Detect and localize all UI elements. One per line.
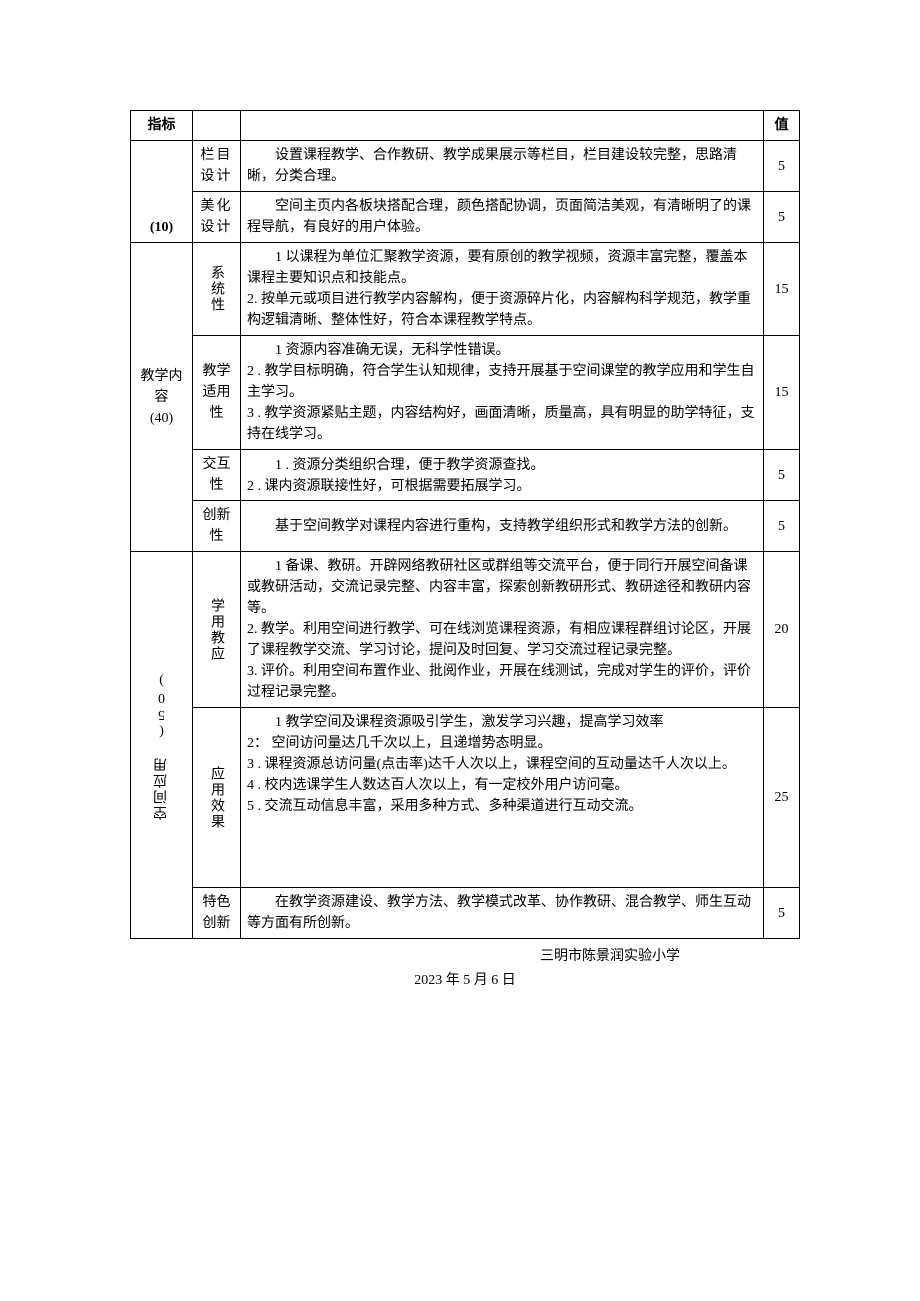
table-row: 特色创新 在教学资源建设、教学方法、教学模式改革、协作教研、混合教学、师生互动等…: [131, 888, 800, 939]
sub-text: 系统性: [206, 265, 227, 313]
header-indicator: 指标: [131, 111, 193, 141]
sub-cell: 交互性: [193, 450, 241, 501]
score-cell: 5: [764, 888, 800, 939]
header-score: 值: [764, 111, 800, 141]
page-container: 指标 值 (10) 栏目设计 设置课程教学、合作教研、教学成果展示等栏目，栏目建…: [0, 0, 920, 1049]
indicator-text: 教学内容 (40): [137, 366, 186, 429]
score-cell: 5: [764, 501, 800, 552]
score-cell: 15: [764, 336, 800, 450]
desc-text: 设置课程教学、合作教研、教学成果展示等栏目，栏目建设较完整，思路清晰，分类合理。: [247, 145, 757, 187]
sub-text: 学用教应: [206, 598, 227, 662]
sub-cell: 应用效果: [193, 708, 241, 888]
footer-date: 2023 年 5 月 6 日: [130, 969, 800, 989]
desc-cell: 1 备课、教研。开辟网络教研社区或群组等交流平台，便于同行开展空间备课或教研活动…: [241, 552, 764, 708]
desc-cell: 1 . 资源分类组织合理，便于教学资源查找。 2 . 课内资源联接性好，可根据需…: [241, 450, 764, 501]
desc-text: 基于空间教学对课程内容进行重构，支持教学组织形式和教学方法的创新。: [247, 516, 757, 537]
table-row: 空间应用 (50) 学用教应 1 备课、教研。开辟网络教研社区或群组等交流平台，…: [131, 552, 800, 708]
indicator-extra: (10): [137, 217, 186, 238]
score-cell: 25: [764, 708, 800, 888]
desc-cell: 空间主页内各板块搭配合理，颜色搭配协调，页面简洁美观，有清晰明了的课程导航，有良…: [241, 192, 764, 243]
table-row: 美化设计 空间主页内各板块搭配合理，颜色搭配协调，页面简洁美观，有清晰明了的课程…: [131, 192, 800, 243]
desc-text: 1 资源内容准确无误，无科学性错误。 2 . 教学目标明确，符合学生认知规律，支…: [247, 340, 757, 445]
desc-text: 在教学资源建设、教学方法、教学模式改革、协作教研、混合教学、师生互动等方面有所创…: [247, 892, 757, 934]
sub-cell: 学用教应: [193, 552, 241, 708]
table-row: (10) 栏目设计 设置课程教学、合作教研、教学成果展示等栏目，栏目建设较完整，…: [131, 141, 800, 192]
desc-text: 空间主页内各板块搭配合理，颜色搭配协调，页面简洁美观，有清晰明了的课程导航，有良…: [247, 196, 757, 238]
desc-cell: 在教学资源建设、教学方法、教学模式改革、协作教研、混合教学、师生互动等方面有所创…: [241, 888, 764, 939]
desc-cell: 1 教学空间及课程资源吸引学生，激发学习兴趣，提高学习效率 2： 空间访问量达几…: [241, 708, 764, 888]
indicator-cell-50: 空间应用 (50): [131, 552, 193, 939]
sub-cell: 系统性: [193, 243, 241, 336]
table-row: 教学适用性 1 资源内容准确无误，无科学性错误。 2 . 教学目标明确，符合学生…: [131, 336, 800, 450]
desc-cell: 设置课程教学、合作教研、教学成果展示等栏目，栏目建设较完整，思路清晰，分类合理。: [241, 141, 764, 192]
indicator-cell-10: (10): [131, 141, 193, 243]
table-row: 交互性 1 . 资源分类组织合理，便于教学资源查找。 2 . 课内资源联接性好，…: [131, 450, 800, 501]
sub-cell: 教学适用性: [193, 336, 241, 450]
score-cell: 5: [764, 192, 800, 243]
desc-text: 1 . 资源分类组织合理，便于教学资源查找。 2 . 课内资源联接性好，可根据需…: [247, 455, 757, 497]
sub-cell: 特色创新: [193, 888, 241, 939]
table-header-row: 指标 值: [131, 111, 800, 141]
indicator-cell-40: 教学内容 (40): [131, 243, 193, 552]
header-desc-blank: [241, 111, 764, 141]
desc-text: 1 以课程为单位汇聚教学资源，要有原创的教学视频，资源丰富完整，覆盖本课程主要知…: [247, 247, 757, 331]
table-row: 创新性 基于空间教学对课程内容进行重构，支持教学组织形式和教学方法的创新。 5: [131, 501, 800, 552]
header-sub-blank: [193, 111, 241, 141]
desc-cell: 1 资源内容准确无误，无科学性错误。 2 . 教学目标明确，符合学生认知规律，支…: [241, 336, 764, 450]
footer-org: 三明市陈景润实验小学: [130, 945, 800, 965]
score-cell: 5: [764, 141, 800, 192]
score-cell: 5: [764, 450, 800, 501]
rubric-table: 指标 值 (10) 栏目设计 设置课程教学、合作教研、教学成果展示等栏目，栏目建…: [130, 110, 800, 939]
table-row: 教学内容 (40) 系统性 1 以课程为单位汇聚教学资源，要有原创的教学视频，资…: [131, 243, 800, 336]
score-cell: 20: [764, 552, 800, 708]
desc-text: 1 备课、教研。开辟网络教研社区或群组等交流平台，便于同行开展空间备课或教研活动…: [247, 556, 757, 703]
score-cell: 15: [764, 243, 800, 336]
sub-cell: 美化设计: [193, 192, 241, 243]
desc-cell: 基于空间教学对课程内容进行重构，支持教学组织形式和教学方法的创新。: [241, 501, 764, 552]
desc-text: 1 教学空间及课程资源吸引学生，激发学习兴趣，提高学习效率 2： 空间访问量达几…: [247, 712, 757, 817]
indicator-text: 空间应用 (50): [151, 671, 172, 820]
desc-cell: 1 以课程为单位汇聚教学资源，要有原创的教学视频，资源丰富完整，覆盖本课程主要知…: [241, 243, 764, 336]
table-row: 应用效果 1 教学空间及课程资源吸引学生，激发学习兴趣，提高学习效率 2： 空间…: [131, 708, 800, 888]
sub-cell: 创新性: [193, 501, 241, 552]
sub-cell: 栏目设计: [193, 141, 241, 192]
sub-text: 应用效果: [206, 766, 227, 830]
